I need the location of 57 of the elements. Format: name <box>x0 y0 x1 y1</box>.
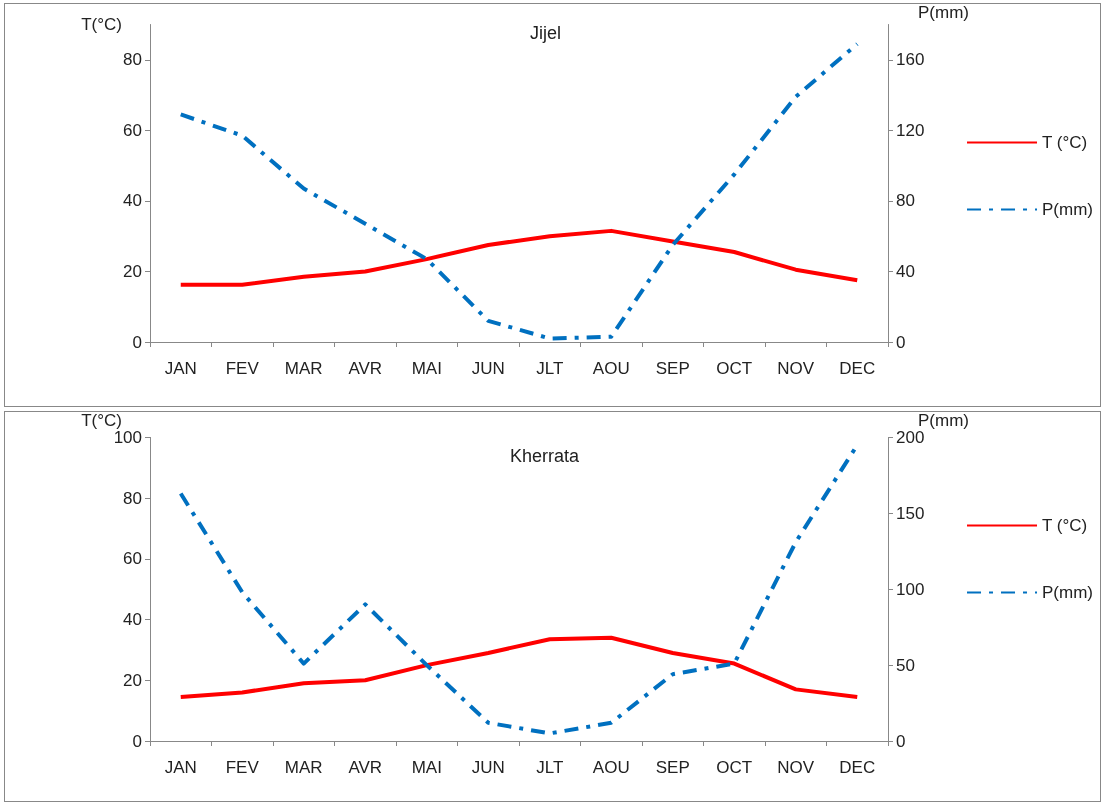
y-tick-label: 80 <box>123 50 142 70</box>
chart-title: Jijel <box>530 23 562 43</box>
legend-label: T (°C) <box>1042 516 1088 535</box>
y2-tick-label: 40 <box>896 261 915 281</box>
line-series <box>178 41 860 341</box>
x-tick-label: OCT <box>716 758 753 777</box>
x-tick-label: JLT <box>536 359 564 378</box>
x-tick-label: JUN <box>471 758 505 777</box>
y-tick-label: 20 <box>123 261 142 281</box>
x-tick-label: AOU <box>592 359 630 378</box>
x-tick-label: AOU <box>592 758 630 777</box>
x-tick-label: JUN <box>471 359 505 378</box>
y2-tick-label: 120 <box>896 120 925 140</box>
x-tick-label: JLT <box>536 758 564 777</box>
y-tick-label: 60 <box>123 120 142 140</box>
y2-tick-label: 50 <box>896 655 915 675</box>
x-tick-label: MAI <box>411 758 442 777</box>
x-tick-label: DEC <box>839 758 876 777</box>
y-tick-label: 0 <box>132 731 142 751</box>
y-tick-label: 40 <box>123 610 142 630</box>
x-tick-label: AVR <box>348 758 383 777</box>
x-tick-label: JAN <box>164 758 197 777</box>
y2-tick-label: 100 <box>896 579 925 599</box>
y2-axis-title: P(mm) <box>918 3 969 22</box>
y-axis-title: T(°C) <box>81 411 122 430</box>
y-tick-label: 60 <box>123 549 142 569</box>
line-series <box>178 228 860 287</box>
x-tick-label: SEP <box>655 758 690 777</box>
y2-tick-label: 0 <box>896 731 906 751</box>
legend-label: T (°C) <box>1042 133 1088 152</box>
y2-tick-label: 150 <box>896 503 925 523</box>
y2-tick-label: 80 <box>896 191 915 211</box>
x-tick-label: MAI <box>411 359 442 378</box>
x-tick-label: MAR <box>284 359 323 378</box>
x-tick-label: FEV <box>225 758 260 777</box>
line-series <box>178 635 860 699</box>
y-tick-label: 20 <box>123 670 142 690</box>
x-tick-label: FEV <box>225 359 260 378</box>
x-tick-label: DEC <box>839 359 876 378</box>
y2-tick-label: 0 <box>896 332 906 352</box>
y-tick-label: 0 <box>132 332 142 352</box>
text: Kherrata <box>510 446 581 466</box>
legend-label: P(mm) <box>1042 200 1093 219</box>
x-tick-label: JAN <box>164 359 197 378</box>
x-tick-label: NOV <box>777 758 815 777</box>
x-tick-label: MAR <box>284 758 323 777</box>
y-axis-title: T(°C) <box>81 15 122 34</box>
x-tick-label: OCT <box>716 359 753 378</box>
y2-tick-label: 160 <box>896 50 925 70</box>
x-tick-label: SEP <box>655 359 690 378</box>
x-tick-label: AVR <box>348 359 383 378</box>
x-tick-label: NOV <box>777 359 815 378</box>
y2-axis-title: P(mm) <box>918 411 969 430</box>
y-tick-label: 80 <box>123 488 142 508</box>
y2-tick-label: 200 <box>896 427 925 447</box>
y-tick-label: 40 <box>123 191 142 211</box>
legend-label: P(mm) <box>1042 583 1093 602</box>
